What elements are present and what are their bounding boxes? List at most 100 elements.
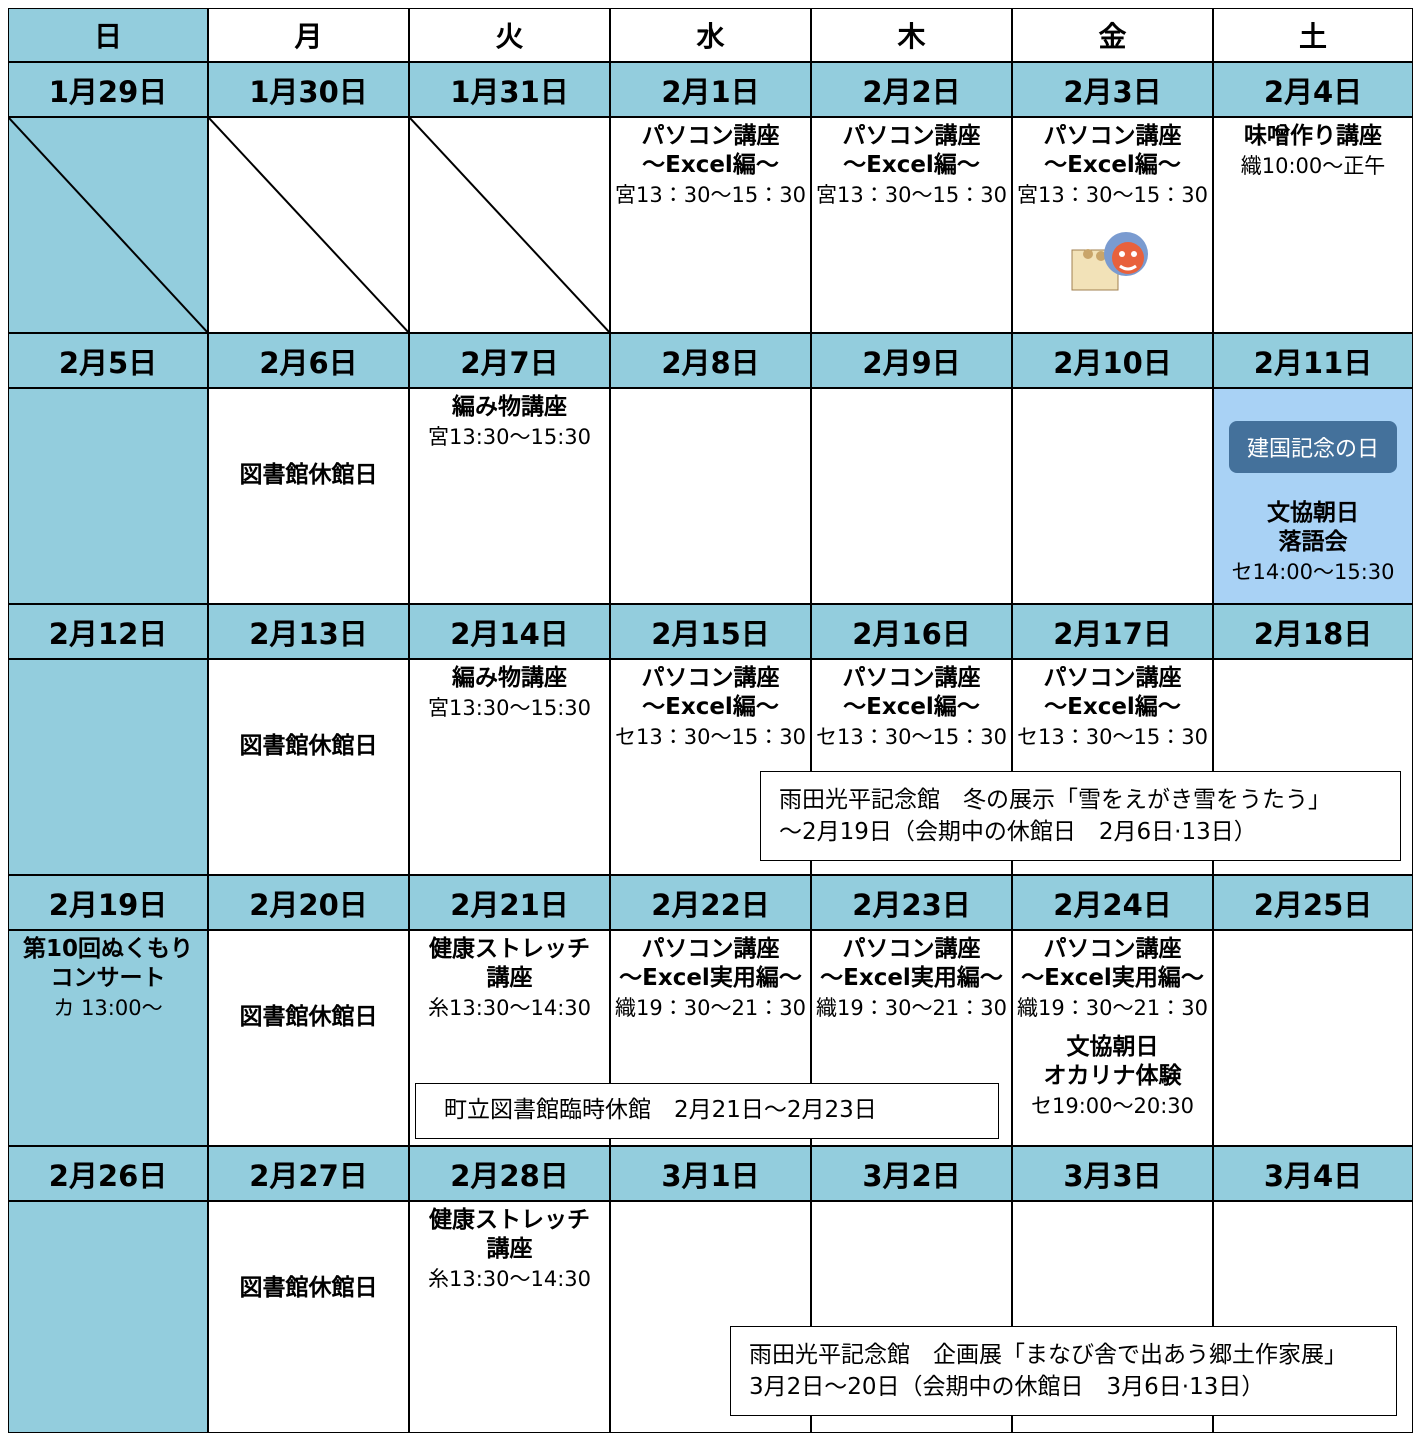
diagonal-line	[410, 118, 609, 332]
weekday-header: 土	[1213, 8, 1413, 62]
event-title: 味噌作り講座	[1244, 123, 1382, 149]
weekday-header: 水	[610, 8, 811, 62]
day-cell	[409, 117, 610, 333]
event: 第10回ぬくもり コンサートカ 13:00〜	[23, 935, 193, 1023]
day-cell: パソコン講座 〜Excel実用編〜 織19：30〜21：30	[610, 930, 811, 1146]
date-cell: 2月19日	[8, 875, 208, 930]
event-title: 〜Excel実用編〜	[619, 965, 802, 991]
day-cell: パソコン講座 〜Excel編〜 宮13：30〜15：30	[610, 117, 811, 333]
event: 図書館休館日	[240, 1003, 378, 1032]
exhibition-banner: 町立図書館臨時休館 2月21日〜2月23日	[415, 1083, 999, 1139]
oni-illustration	[1071, 232, 1148, 291]
day-cell	[8, 659, 208, 875]
event: パソコン講座 〜Excel編〜 セ13：30〜15：30	[1017, 664, 1208, 752]
event: パソコン講座 〜Excel実用編〜 織19：30〜21：30	[816, 935, 1007, 1023]
event-time: 糸13:30〜14:30	[427, 996, 592, 1020]
event-title: パソコン講座	[1043, 936, 1182, 962]
event-title: パソコン講座	[842, 936, 981, 962]
date-cell: 2月5日	[8, 333, 208, 388]
day-cell: 図書館休館日	[208, 388, 409, 604]
day-cell: パソコン講座 〜Excel編〜 宮13：30〜15：30	[811, 117, 1012, 333]
banner-line: 町立図書館臨時休館 2月21日〜2月23日	[444, 1097, 877, 1123]
event: 文協朝日落語会セ14:00〜15:30	[1231, 499, 1394, 587]
event-title: 文協朝日	[1266, 500, 1359, 526]
day-cell	[1012, 388, 1213, 604]
date-cell: 2月25日	[1213, 875, 1413, 930]
weekday-header: 金	[1012, 8, 1213, 62]
event-title: 編み物講座	[451, 394, 567, 420]
banner-line: 雨田光平記念館 冬の展示「雪をえがき雪をうたう」	[779, 787, 1331, 813]
day-cell: パソコン講座 〜Excel編〜 セ13：30〜15：30	[1012, 659, 1213, 875]
banner-line: 〜2月19日（会期中の休館日 2月6日·13日）	[779, 819, 1257, 845]
event-time: セ14:00〜15:30	[1231, 560, 1395, 584]
day-cell: パソコン講座 〜Excel編〜セ13：30〜15：30	[811, 659, 1012, 875]
event: パソコン講座 〜Excel編〜 宮13：30〜15：30	[1017, 122, 1208, 210]
event-title: 落語会	[1278, 529, 1348, 555]
banner-line: 3月2日〜20日（会期中の休館日 3月6日·13日）	[749, 1374, 1265, 1400]
day-cell: パソコン講座 〜Excel編〜 セ13：30〜15：30	[610, 659, 811, 875]
day-cell: パソコン講座 〜Excel実用編〜 織19：30〜21：30 文協朝日 オカリナ体験 セ1…	[1012, 930, 1213, 1146]
day-cell: 編み物講座 宮13:30〜15:30	[409, 659, 610, 875]
diagonal	[9, 118, 207, 332]
diagonal-line	[209, 118, 408, 332]
day-cell: パソコン講座 〜Excel実用編〜 織19：30〜21：30	[811, 930, 1012, 1146]
event-title: 講座	[486, 1236, 533, 1262]
event: 編み物講座 宮13:30〜15:30	[428, 393, 591, 452]
event: パソコン講座 〜Excel編〜 宮13：30〜15：30	[615, 122, 806, 210]
event-title: 〜Excel実用編〜	[820, 965, 1003, 991]
event-time: セ13：30〜15：30	[816, 725, 1007, 749]
day-cell	[811, 388, 1012, 604]
day-cell: 健康ストレッチ 講座糸13:30〜14:30	[409, 930, 610, 1146]
event: パソコン講座 〜Excel編〜セ13：30〜15：30	[816, 664, 1007, 752]
event-title: パソコン講座	[641, 123, 780, 149]
event-title: 図書館休館日	[239, 733, 378, 759]
date-cell: 3月3日	[1012, 1146, 1213, 1201]
event-title: 講座	[486, 965, 533, 991]
date-cell: 2月4日	[1213, 62, 1413, 117]
event-title: オカリナ体験	[1043, 1063, 1182, 1089]
event-time: 宮13:30〜15:30	[427, 696, 592, 720]
date-cell: 2月27日	[208, 1146, 409, 1201]
date-cell: 2月26日	[8, 1146, 208, 1201]
event-time: 織19：30〜21：30	[816, 996, 1007, 1020]
day-cell	[8, 117, 208, 333]
date-cell: 2月17日	[1012, 604, 1213, 659]
event-title: パソコン講座	[842, 665, 981, 691]
event-time: 糸13:30〜14:30	[427, 1267, 592, 1291]
event-title: 〜Excel編〜	[843, 152, 980, 178]
holiday-badge: 建国記念の日	[1228, 421, 1397, 473]
exhibition-banner: 雨田光平記念館 企画展「まなび舎で出あう郷土作家展」 3月2日〜20日（会期中の休…	[730, 1326, 1397, 1416]
event-title: 〜Excel編〜	[843, 694, 980, 720]
date-cell: 2月1日	[610, 62, 811, 117]
event-time: セ13：30〜15：30	[615, 725, 806, 749]
event-title: 健康ストレッチ	[428, 936, 590, 962]
date-cell: 2月13日	[208, 604, 409, 659]
banner-line: 雨田光平記念館 企画展「まなび舎で出あう郷土作家展」	[749, 1342, 1347, 1368]
event-time: セ13：30〜15：30	[1017, 725, 1208, 749]
event-title: パソコン講座	[641, 936, 780, 962]
event-title: 第10回ぬくもり	[22, 936, 193, 962]
event-title: 健康ストレッチ	[428, 1207, 590, 1233]
date-cell: 2月9日	[811, 333, 1012, 388]
date-cell: 2月3日	[1012, 62, 1213, 117]
event-title: 〜Excel編〜	[1044, 152, 1181, 178]
date-cell: 2月8日	[610, 333, 811, 388]
event-title: 〜Excel編〜	[1044, 694, 1181, 720]
date-cell: 2月21日	[409, 875, 610, 930]
diagonal-line	[9, 118, 207, 332]
date-cell: 2月20日	[208, 875, 409, 930]
event: 図書館休館日	[240, 461, 378, 490]
day-cell: 建国記念の日文協朝日落語会セ14:00〜15:30	[1213, 388, 1413, 604]
event-title: 〜Excel実用編〜	[1021, 965, 1204, 991]
diagonal	[410, 118, 609, 332]
date-cell: 3月4日	[1213, 1146, 1413, 1201]
day-cell	[208, 117, 409, 333]
day-cell	[8, 388, 208, 604]
date-cell: 2月2日	[811, 62, 1012, 117]
day-cell: 図書館休館日	[208, 1201, 409, 1433]
event: 健康ストレッチ 講座糸13:30〜14:30	[428, 935, 591, 1023]
day-cell: 味噌作り講座 織10:00〜正午	[1213, 117, 1413, 333]
day-cell: 編み物講座 宮13:30〜15:30	[409, 388, 610, 604]
date-cell: 2月12日	[8, 604, 208, 659]
